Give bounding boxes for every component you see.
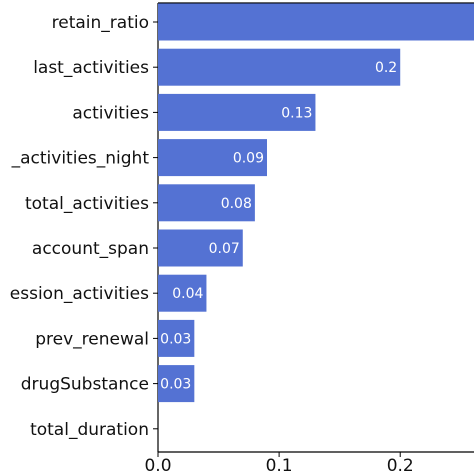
data-label: 0.07: [209, 241, 240, 257]
x-tick-label: 0.2: [387, 456, 414, 474]
category-label: account_span: [32, 239, 149, 259]
data-label: 0.09: [233, 151, 264, 167]
category-label: total_activities: [25, 194, 149, 214]
bar-2: [158, 93, 316, 131]
category-label: drugSubstance: [21, 375, 149, 395]
data-label: 0.04: [172, 286, 203, 302]
bar-5: [158, 229, 243, 267]
data-label: 0.03: [160, 377, 191, 393]
category-label: total_duration: [30, 420, 149, 440]
bar-3: [158, 139, 267, 177]
category-label: last_activities: [33, 58, 149, 78]
bar-6: [158, 274, 207, 312]
x-tick-label: 0.1: [266, 456, 293, 474]
bar-8: [158, 365, 195, 403]
category-label: _activities_night: [11, 149, 150, 169]
data-label: 0.2: [375, 60, 397, 76]
chart-bars: [158, 3, 474, 403]
category-label: activities: [72, 103, 149, 123]
data-label: 0.08: [221, 196, 252, 212]
bar-7: [158, 319, 195, 357]
category-label: ession_activities: [10, 284, 149, 304]
data-label: 0.13: [281, 105, 312, 121]
data-label: 0.03: [160, 331, 191, 347]
category-label: prev_renewal: [35, 329, 149, 349]
bar-1: [158, 48, 401, 86]
bar-4: [158, 184, 255, 222]
x-tick-label: 0.0: [144, 456, 171, 474]
category-label: retain_ratio: [52, 13, 149, 33]
chart-labels: retain_ratio last_activities 0.2 activities…: [10, 13, 397, 440]
bar-0: [158, 3, 474, 41]
